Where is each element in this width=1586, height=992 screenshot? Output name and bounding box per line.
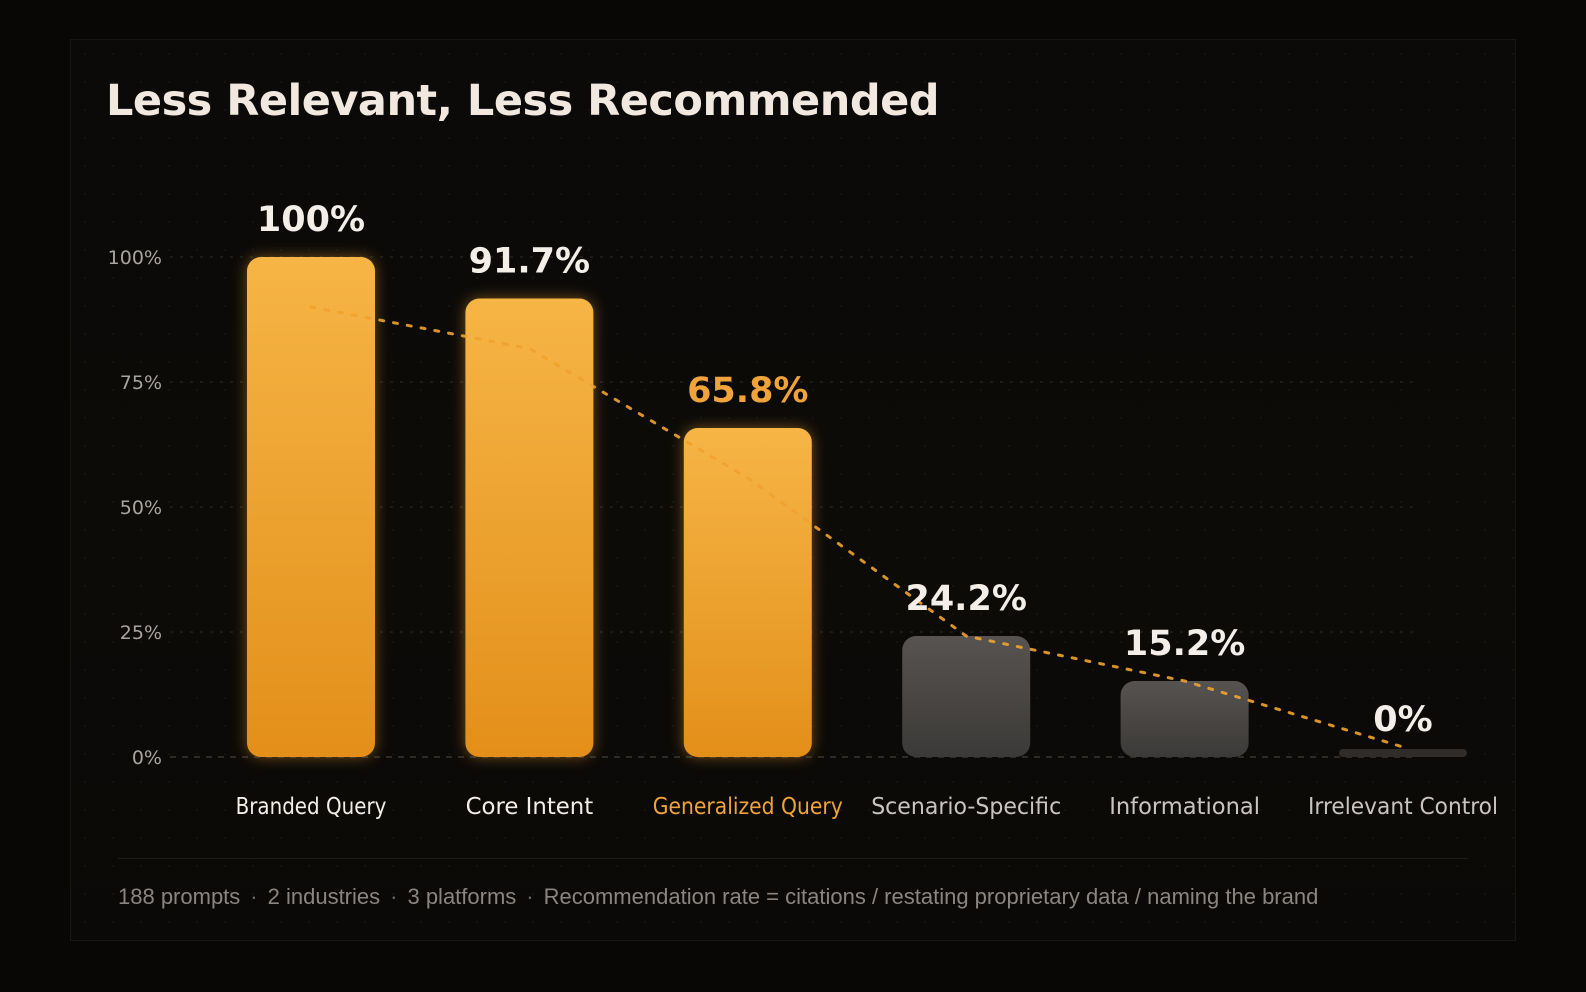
bar [247,257,375,757]
footer-separator: · [250,884,258,909]
category-label: Informational [1109,794,1260,820]
footer-divider [118,858,1468,859]
footer-note: 188 prompts · 2 industries · 3 platforms · Rec… [118,884,1318,910]
footer-separator: · [526,884,534,909]
bar [1339,749,1467,757]
footer-definition: Recommendation rate = citations / restat… [543,884,1319,909]
footer-industries: 2 industries [267,884,381,909]
category-label: Scenario-Specific [871,794,1061,820]
value-label: 15.2% [1124,624,1245,664]
bar [902,636,1031,757]
category-label: Irrelevant Control [1308,794,1498,820]
y-tick-label: 50% [120,497,162,519]
category-label: Branded Query [236,794,387,820]
value-label: 65.8% [687,371,808,411]
bar [1120,681,1249,757]
value-label: 24.2% [905,579,1026,619]
trend-line [309,305,1405,749]
footer-prompts: 188 prompts [118,884,241,909]
category-label: Generalized Query [653,794,843,820]
y-tick-label: 25% [120,622,162,644]
footer-platforms: 3 platforms [407,884,517,909]
value-label: 91.7% [469,242,590,282]
footer-separator: · [390,884,398,909]
bar [683,428,812,757]
value-label: 0% [1373,700,1432,740]
chart-title: Less Relevant, Less Recommended [106,76,940,126]
y-tick-label: 100% [108,247,162,269]
category-label: Core Intent [466,794,594,820]
y-tick-label: 0% [132,747,162,769]
bar [465,298,594,757]
value-label: 100% [257,200,365,240]
y-tick-label: 75% [120,372,162,394]
